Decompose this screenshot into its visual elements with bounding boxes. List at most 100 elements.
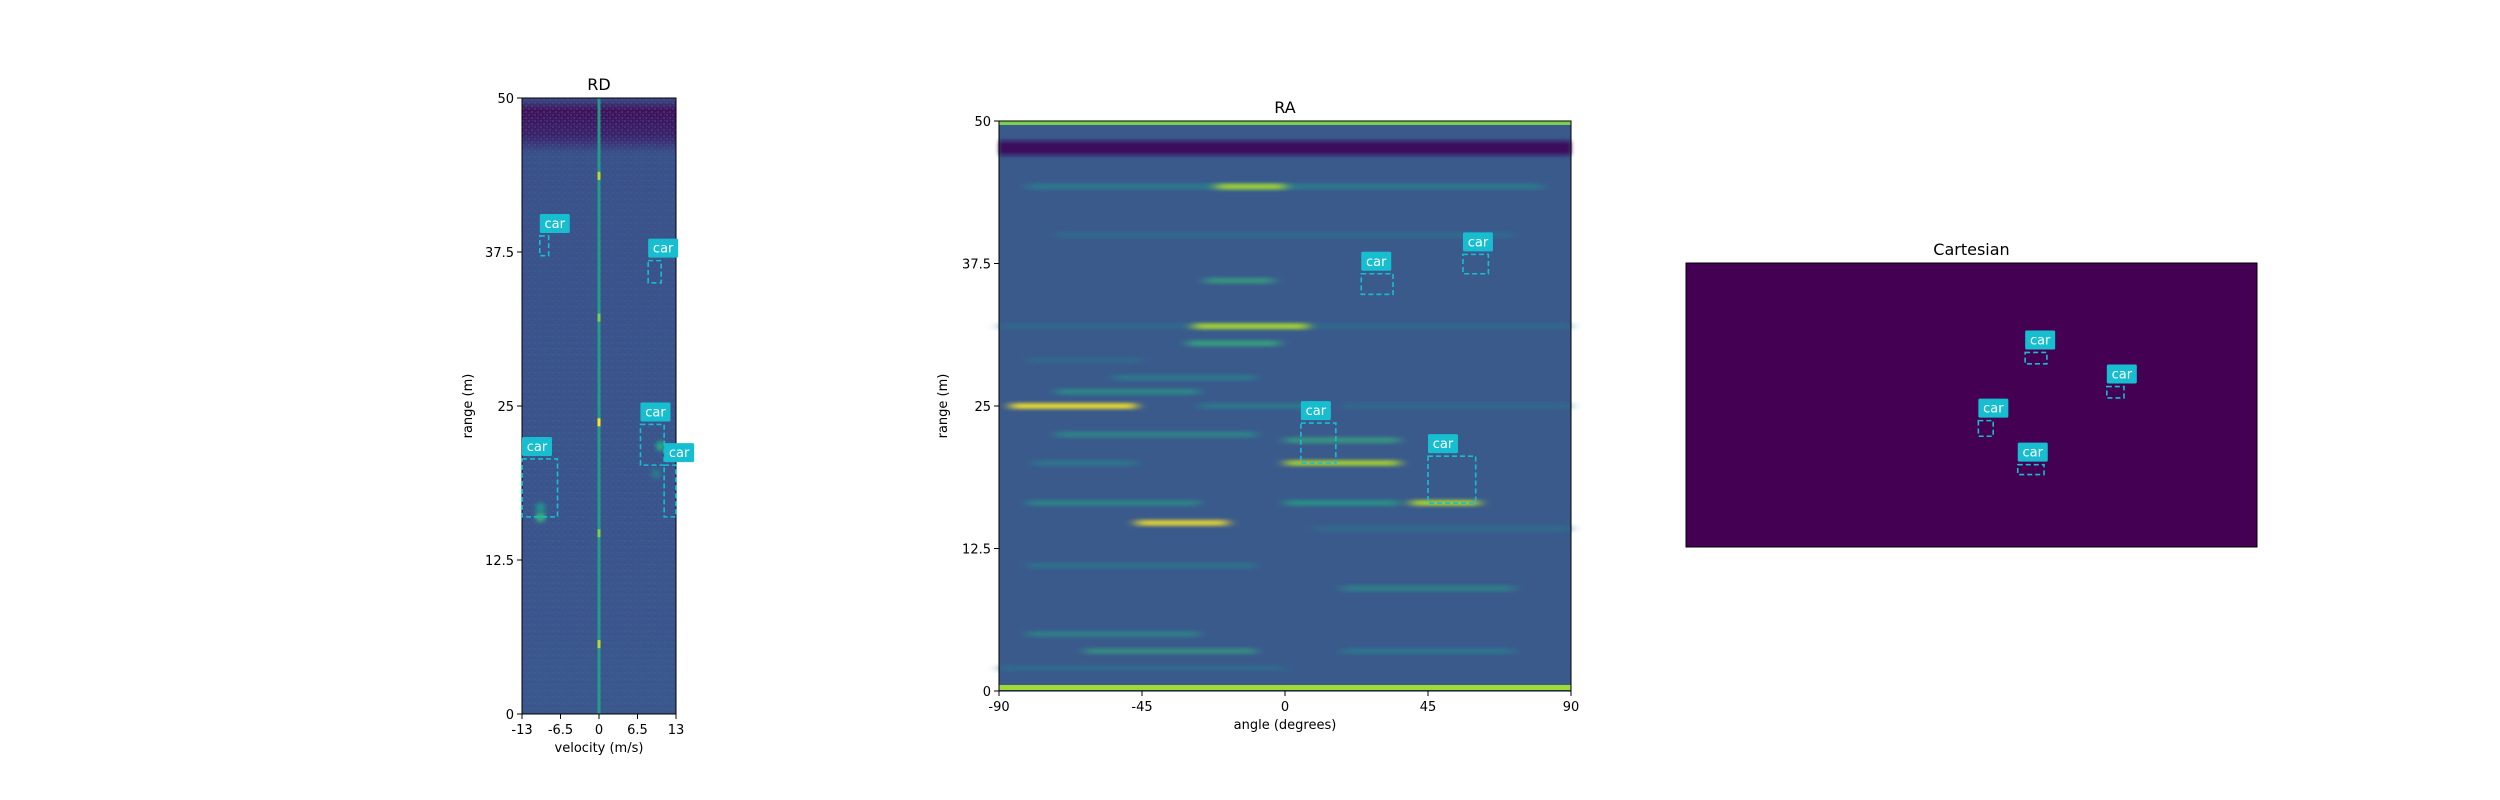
ra-y-tick-label: 37.5 <box>962 258 991 273</box>
ra-heatmap-streak <box>1113 374 1257 381</box>
ra-heatmap-streak <box>1084 648 1257 655</box>
ra-heatmap-streak <box>1342 403 1571 409</box>
ra-detection-label: car <box>1306 404 1327 419</box>
cartesian-detection-label-bg <box>2106 364 2137 384</box>
rd-x-tick-label: 6.5 <box>627 723 648 738</box>
rd-title: RD <box>587 75 610 94</box>
ra-heatmap-streak <box>1285 499 1400 506</box>
ra-heatmap-streak <box>1027 562 1257 569</box>
rd-zero-doppler-peak <box>597 171 601 180</box>
ra-y-tick-label: 12.5 <box>962 543 991 558</box>
rd-y-tick-label: 25 <box>497 400 514 415</box>
rd-zero-doppler-peak <box>597 418 601 427</box>
ra-heatmap-streak <box>1193 323 1308 330</box>
cartesian-detection-label: car <box>2030 333 2051 348</box>
ra-x-tick-label: 0 <box>1281 700 1289 715</box>
ra-title: RA <box>1274 98 1295 117</box>
rd-target-blob <box>535 511 546 522</box>
rd-detection-label: car <box>653 242 674 257</box>
ra-heatmap-streak <box>1342 585 1514 592</box>
rd-detection-label: car <box>527 440 548 455</box>
ra-top-edge <box>999 121 1571 125</box>
cartesian-detection-label-bg <box>2025 330 2056 350</box>
cartesian-title: Cartesian <box>1933 240 2009 259</box>
ra-detection-label-bg <box>1300 401 1331 421</box>
ra-heatmap-streak <box>1027 631 1200 637</box>
rd-detection-box <box>521 458 559 518</box>
rd-detection-label-bg <box>640 402 671 422</box>
rd-target-blob <box>655 441 666 452</box>
ra-y-tick-label: 25 <box>974 400 991 415</box>
ra-y-tick-label: 0 <box>983 685 991 700</box>
ra-heatmap-streak <box>1199 403 1314 409</box>
cartesian-detection-label-bg <box>1978 398 2009 418</box>
rd-detection-label: car <box>545 217 566 232</box>
rd-x-tick-label: 0 <box>595 723 603 738</box>
rd-x-axis-label: velocity (m/s) <box>555 741 644 756</box>
rd-zero-doppler-peak <box>597 313 601 322</box>
rd-zero-doppler-line <box>597 98 601 714</box>
cartesian-detection-label: car <box>1983 402 2004 417</box>
rd-detection-label-bg <box>539 213 570 233</box>
cartesian-detection-box <box>2106 385 2125 399</box>
ra-detection-label-bg <box>1462 232 1493 252</box>
ra-heatmap-streak <box>1204 277 1274 284</box>
ra-detection-label-bg <box>1361 251 1392 271</box>
cartesian-detection-box <box>2016 463 2045 476</box>
ra-dark-band <box>999 141 1571 155</box>
ra-heatmap-streak <box>1313 525 1571 532</box>
rd-y-tick-label: 50 <box>497 92 514 107</box>
cartesian-axes-frame <box>1685 262 2258 548</box>
ra-heatmap-streak <box>1010 403 1137 409</box>
ra-x-tick-label: 45 <box>1420 700 1437 715</box>
ra-heatmap-streak <box>1056 388 1200 395</box>
ra-detection-label-bg <box>1428 434 1458 454</box>
ra-detection-label: car <box>1468 235 1489 250</box>
rd-y-tick-label: 0 <box>506 708 514 723</box>
cartesian-detection-label: car <box>2023 446 2044 461</box>
cartesian-detection-box <box>2024 351 2048 365</box>
rd-zero-doppler-peak <box>597 529 601 538</box>
rd-detection-box <box>647 259 662 284</box>
rd-x-tick-label: -6.5 <box>548 723 573 738</box>
ra-y-tick-label: 50 <box>974 115 991 130</box>
rd-x-tick-label: -13 <box>511 723 532 738</box>
ra-heatmap-streak <box>1136 519 1228 526</box>
cartesian-detection-label: car <box>2112 368 2133 383</box>
ra-heatmap-streak <box>1187 340 1280 347</box>
rd-detection-label-bg <box>522 436 552 456</box>
ra-heatmap-streak <box>1285 460 1400 466</box>
ra-detection-label: car <box>1366 255 1387 270</box>
ra-detection-label: car <box>1433 437 1454 452</box>
rd-detection-label-bg <box>648 238 679 258</box>
rd-y-tick-label: 12.5 <box>485 554 514 569</box>
rd-target-blob <box>535 502 546 513</box>
ra-heatmap-streak <box>1342 648 1514 655</box>
ra-detection-box <box>1360 272 1394 296</box>
ra-heatmap-streak <box>1216 183 1285 190</box>
rd-y-tick-label: 37.5 <box>485 246 514 261</box>
ra-x-tick-label: -45 <box>1131 700 1152 715</box>
cartesian-heatmap-base <box>1686 263 2257 547</box>
ra-heatmap-streak <box>1027 357 1142 364</box>
cartesian-detection-label-bg <box>2017 442 2048 462</box>
rd-detection-box <box>538 235 550 257</box>
ra-heatmap-streak <box>1056 431 1257 438</box>
ra-heatmap-streak <box>1285 437 1400 444</box>
rd-detection-label-bg <box>664 443 695 463</box>
rd-y-axis-label: range (m) <box>461 374 476 439</box>
ra-detection-box <box>1300 422 1337 464</box>
ra-y-axis-label: range (m) <box>936 374 951 439</box>
ra-heatmap-streak <box>1027 499 1200 506</box>
ra-detection-box <box>1462 253 1490 275</box>
axes: RD -13 -6.5 0 6.5 13 0 12.5 25 37.5 50 velocity (m/… <box>461 75 2258 756</box>
rd-detection-label: car <box>669 446 690 461</box>
ra-heatmap-streak <box>1033 460 1137 466</box>
ra-heatmap-streak <box>999 665 1285 672</box>
rd-target-blob <box>650 468 661 479</box>
rd-x-tick-label: 13 <box>668 723 685 738</box>
ra-x-tick-label: -90 <box>988 700 1009 715</box>
rd-detection-label: car <box>645 405 666 420</box>
ra-x-axis-label: angle (degrees) <box>1234 718 1337 733</box>
